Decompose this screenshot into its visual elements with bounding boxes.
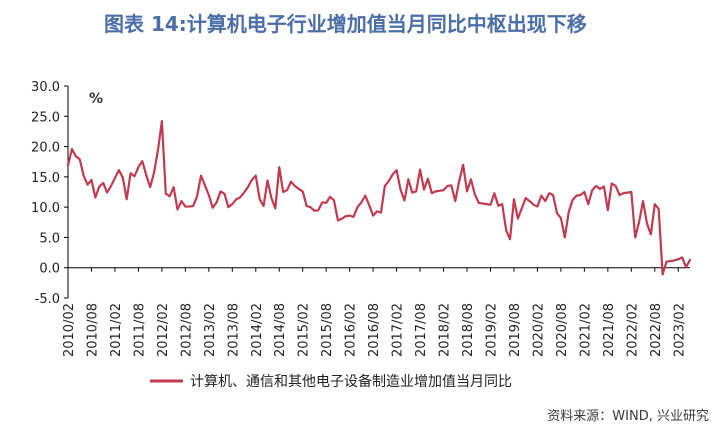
y-tick-label: 5.0 [39, 231, 60, 246]
x-tick-label: 2013/08 [226, 303, 241, 357]
x-tick-label: 2010/08 [85, 303, 100, 357]
x-tick-label: 2013/02 [203, 303, 218, 357]
x-tick-label: 2020/08 [555, 303, 570, 357]
x-tick-label: 2021/02 [578, 303, 593, 357]
y-tick-label: 20.0 [31, 141, 60, 156]
x-tick-label: 2016/02 [344, 303, 359, 357]
y-tick-label: 15.0 [31, 171, 60, 186]
x-axis: 2010/02 2010/08 2011/02 2011/08 2012/02 2012/… [62, 267, 690, 357]
unit-label: % [89, 91, 103, 107]
source-note: 资料来源：WIND, 兴业研究 [547, 409, 709, 424]
y-tick-label: 10.0 [31, 201, 60, 216]
y-tick-label: 0.0 [39, 262, 60, 277]
y-axis: 30.0 25.0 20.0 15.0 10.0 5.0 0.0 -5.0 [31, 80, 69, 307]
x-tick-label: 2017/02 [391, 303, 406, 357]
x-tick-label: 2019/08 [508, 303, 523, 357]
series-line [66, 120, 692, 276]
x-tick-label: 2015/02 [297, 303, 312, 357]
x-tick-label: 2017/08 [414, 303, 429, 357]
x-tick-label: 2016/08 [367, 303, 382, 357]
y-tick-label: 30.0 [31, 80, 60, 95]
x-tick-label: 2019/02 [484, 303, 499, 357]
x-tick-label: 2014/02 [250, 303, 265, 357]
legend: 计算机、通信和其他电子设备制造业增加值当月同比 [150, 373, 512, 390]
series-layer [66, 120, 692, 276]
x-tick-label: 2011/08 [132, 303, 147, 357]
x-tick-label: 2014/08 [273, 303, 288, 357]
x-tick-label: 2012/02 [156, 303, 171, 357]
x-tick-label: 2020/02 [531, 303, 546, 357]
x-tick-label: 2011/02 [109, 303, 124, 357]
x-tick-label: 2012/08 [179, 303, 194, 357]
chart-title: 图表 14:计算机电子行业增加值当月同比中枢出现下移 [104, 12, 587, 36]
x-tick-label: 2022/08 [649, 303, 664, 357]
x-tick-label: 2018/02 [438, 303, 453, 357]
x-tick-label: 2015/08 [320, 303, 335, 357]
y-tick-label: 25.0 [31, 110, 60, 125]
x-tick-label: 2018/08 [461, 303, 476, 357]
x-tick-label: 2021/08 [602, 303, 617, 357]
x-tick-label: 2022/02 [625, 303, 640, 357]
y-tick-label: -5.0 [35, 292, 60, 307]
legend-label: 计算机、通信和其他电子设备制造业增加值当月同比 [190, 373, 512, 390]
x-tick-label: 2023/02 [672, 303, 687, 357]
x-tick-label: 2010/02 [62, 303, 77, 357]
